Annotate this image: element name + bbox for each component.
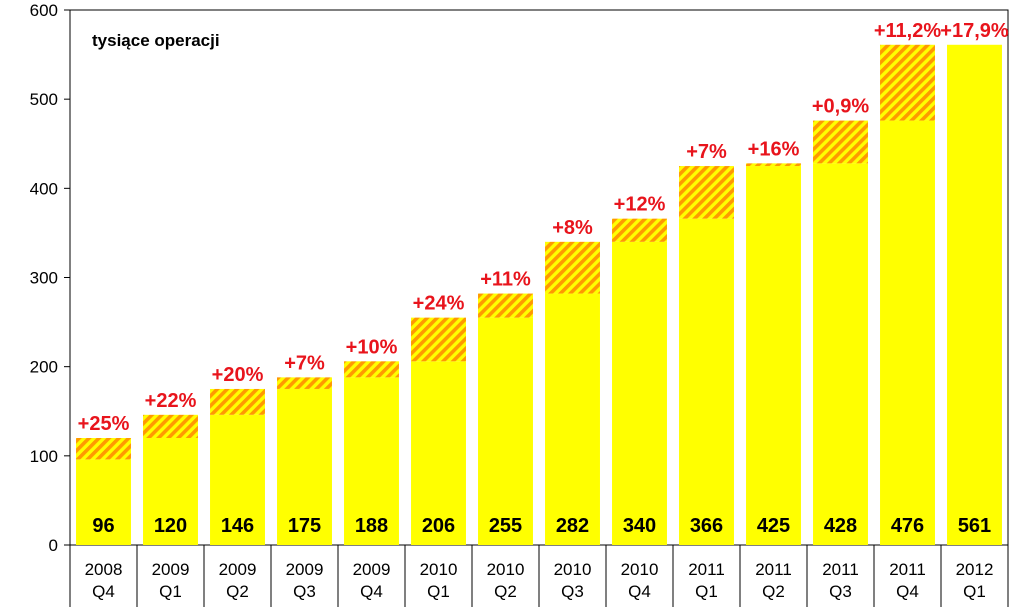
growth-label: +11,2% xyxy=(874,20,942,42)
bar xyxy=(344,377,399,545)
x-tick-label-year: 2011 xyxy=(822,560,859,579)
x-tick-label-year: 2009 xyxy=(152,560,190,579)
bar-increment xyxy=(478,293,533,318)
y-tick-label: 300 xyxy=(30,269,58,288)
growth-label: +12% xyxy=(614,194,666,216)
bar-increment xyxy=(545,241,600,294)
x-tick-label-quarter: Q3 xyxy=(293,582,316,601)
x-axis: 2008 Q4 2009 Q1 2009 Q2 2009 Q3 2009 Q4 2010 Q1 2010… xyxy=(69,545,1009,607)
bar-value-label: 425 xyxy=(757,515,790,537)
x-tick-label-quarter: Q4 xyxy=(628,582,651,601)
x-tick-label-year: 2009 xyxy=(353,560,391,579)
growth-label: +11% xyxy=(480,269,531,291)
x-tick-label-year: 2011 xyxy=(755,560,792,579)
y-axis: 0 100 200 300 400 500 600 xyxy=(30,1,70,555)
x-tick-label-quarter: Q2 xyxy=(762,582,785,601)
x-tick-label-quarter: Q1 xyxy=(159,582,182,601)
growth-label: +16% xyxy=(748,138,800,160)
bar-increment xyxy=(411,317,466,362)
bar xyxy=(143,438,198,545)
bar xyxy=(880,120,935,546)
x-tick-label-year: 2012 xyxy=(956,560,994,579)
y-tick-label: 0 xyxy=(49,536,58,555)
bar-value-label: 175 xyxy=(288,515,321,537)
growth-label: +7% xyxy=(284,352,325,374)
bar-increment xyxy=(76,438,131,460)
bar-value-label: 561 xyxy=(958,515,991,537)
x-tick-label-quarter: Q2 xyxy=(226,582,249,601)
bar-value-label: 96 xyxy=(92,515,114,537)
bar xyxy=(277,388,332,545)
bar-increment xyxy=(813,120,868,164)
x-tick-label-quarter: Q4 xyxy=(92,582,115,601)
y-tick-label: 400 xyxy=(30,179,58,198)
bar xyxy=(746,166,801,545)
bar xyxy=(210,414,265,545)
growth-label: +24% xyxy=(413,293,465,315)
x-tick-label-quarter: Q1 xyxy=(963,582,986,601)
y-tick-label: 100 xyxy=(30,447,58,466)
bar-increment xyxy=(143,414,198,438)
growth-label: +0,9% xyxy=(812,96,869,118)
bar-increment xyxy=(746,163,801,167)
x-tick-label-year: 2010 xyxy=(420,560,458,579)
x-tick-label-year: 2011 xyxy=(889,560,926,579)
bar xyxy=(612,241,667,546)
x-tick-label-quarter: Q4 xyxy=(360,582,383,601)
growth-label: +7% xyxy=(686,141,727,163)
x-tick-label-quarter: Q1 xyxy=(695,582,718,601)
bar xyxy=(76,459,131,545)
growth-label: +20% xyxy=(212,364,264,386)
bar-value-label: 188 xyxy=(355,515,388,537)
bar-value-label: 476 xyxy=(891,515,924,537)
bar-increment xyxy=(880,44,935,121)
x-tick-label-year: 2009 xyxy=(286,560,324,579)
x-tick-label-quarter: Q4 xyxy=(896,582,919,601)
bar xyxy=(478,317,533,545)
bar xyxy=(411,361,466,545)
x-tick-label-year: 2010 xyxy=(621,560,659,579)
x-tick-label-quarter: Q2 xyxy=(494,582,517,601)
x-tick-label-year: 2010 xyxy=(554,560,592,579)
bar xyxy=(813,163,868,545)
growth-label: +25% xyxy=(78,413,130,435)
bar-value-label: 282 xyxy=(556,515,589,537)
y-tick-label: 600 xyxy=(30,1,58,20)
x-tick-label-year: 2009 xyxy=(219,560,257,579)
growth-label: +8% xyxy=(552,217,593,239)
growth-label: +22% xyxy=(145,390,197,412)
bar-value-label: 366 xyxy=(690,515,723,537)
growth-label: +17,9% xyxy=(940,20,1009,42)
bar-value-label: 428 xyxy=(824,515,857,537)
bar-increment xyxy=(679,166,734,219)
growth-label: +10% xyxy=(346,336,398,358)
bars: 96 +25% 120 +22% 146 +20% 175 +7% 188 +10% 206 +24%… xyxy=(76,20,1009,546)
x-tick-label-year: 2011 xyxy=(688,560,725,579)
x-tick-label-year: 2008 xyxy=(85,560,123,579)
bar-increment xyxy=(344,361,399,378)
x-tick-label-quarter: Q1 xyxy=(427,582,450,601)
bar-value-label: 120 xyxy=(154,515,187,537)
bar xyxy=(545,293,600,545)
bar-increment xyxy=(210,388,265,415)
x-tick-label-quarter: Q3 xyxy=(829,582,852,601)
bar-value-label: 206 xyxy=(422,515,455,537)
bar xyxy=(947,44,1002,546)
bar-increment xyxy=(277,377,332,389)
y-tick-label: 200 xyxy=(30,358,58,377)
bar-value-label: 255 xyxy=(489,515,522,537)
x-tick-label-quarter: Q3 xyxy=(561,582,584,601)
unit-label: tysiące operacji xyxy=(92,31,220,50)
bar-value-label: 340 xyxy=(623,515,656,537)
x-tick-label-year: 2010 xyxy=(487,560,525,579)
bar-increment xyxy=(612,218,667,242)
bar xyxy=(679,218,734,545)
bar-value-label: 146 xyxy=(221,515,254,537)
y-tick-label: 500 xyxy=(30,90,58,109)
